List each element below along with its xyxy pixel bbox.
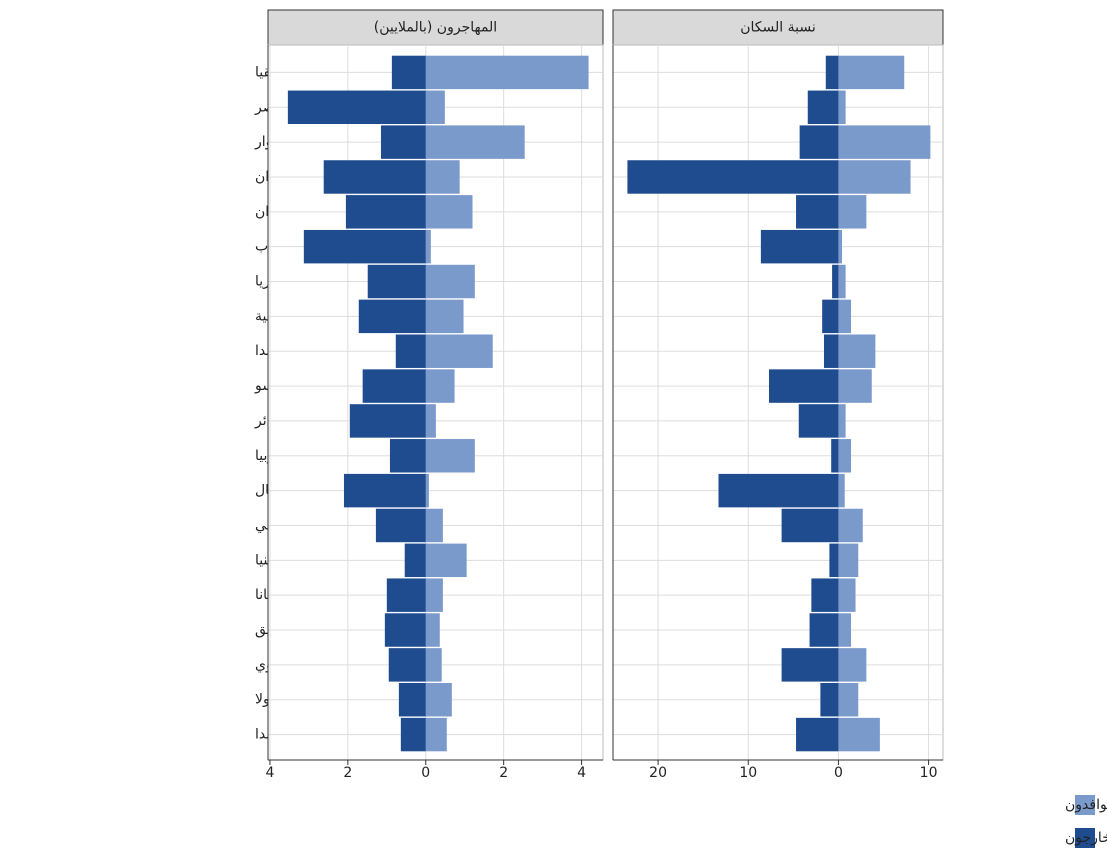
- legend-swatch: [1075, 795, 1095, 815]
- bar: [781, 648, 839, 682]
- panel-header: [267, 9, 604, 46]
- bar: [425, 578, 443, 612]
- bar: [425, 543, 467, 578]
- bar: [367, 264, 426, 299]
- bar: [425, 613, 440, 647]
- bar: [425, 404, 436, 438]
- x-tick-label: 4: [577, 765, 586, 781]
- panel-title: نسبة السكان: [740, 20, 816, 36]
- bar: [362, 369, 426, 403]
- bar: [404, 543, 426, 578]
- bar: [425, 682, 452, 717]
- bar: [425, 55, 589, 90]
- bar: [425, 125, 525, 159]
- bar: [386, 578, 426, 612]
- bar: [838, 473, 845, 508]
- bar: [425, 195, 473, 229]
- bar: [768, 369, 839, 403]
- bar: [303, 229, 426, 264]
- x-tick-label: 2: [343, 765, 352, 781]
- bar: [388, 648, 426, 682]
- bar: [627, 160, 839, 194]
- bar: [831, 439, 839, 473]
- bar: [343, 473, 426, 508]
- x-tick-label: 20: [649, 765, 667, 781]
- x-tick-label: 10: [920, 765, 938, 781]
- bar: [425, 717, 447, 752]
- bar: [822, 299, 839, 334]
- legend-swatch: [1075, 828, 1095, 848]
- x-tick-label: 10: [739, 765, 757, 781]
- bar: [838, 404, 846, 438]
- bar: [838, 648, 867, 682]
- bar: [820, 682, 839, 717]
- bar: [425, 508, 443, 543]
- panel-title: المهاجرون (بالملايين): [374, 20, 497, 36]
- bar: [358, 299, 426, 334]
- x-tick-label: 0: [834, 765, 843, 781]
- bar: [838, 229, 843, 264]
- bar: [425, 473, 429, 508]
- bar: [807, 90, 839, 125]
- bar: [838, 508, 863, 543]
- bar: [389, 439, 426, 473]
- bar: [718, 473, 839, 508]
- bar: [760, 229, 839, 264]
- bar: [781, 508, 839, 543]
- bar: [425, 264, 475, 299]
- legend-label: المهاجرون الخارجون: [1065, 830, 1107, 846]
- bar: [838, 90, 846, 125]
- bar: [838, 578, 856, 612]
- bar: [838, 125, 931, 159]
- bar: [838, 299, 852, 334]
- bar: [838, 334, 876, 368]
- bar: [811, 578, 839, 612]
- bar: [425, 334, 493, 368]
- bar: [425, 648, 442, 682]
- bar: [398, 682, 426, 717]
- bar: [838, 55, 905, 90]
- bar: [838, 682, 859, 717]
- x-tick-label: 4: [265, 765, 274, 781]
- bar: [796, 717, 839, 752]
- bar: [838, 717, 880, 752]
- bar: [425, 90, 445, 125]
- bar: [384, 613, 426, 647]
- bar: [809, 613, 839, 647]
- bar: [400, 717, 426, 752]
- bar: [798, 404, 839, 438]
- bar: [832, 264, 839, 299]
- bar: [796, 195, 839, 229]
- bar: [823, 334, 839, 368]
- x-tick-label: 0: [421, 765, 430, 781]
- bar: [838, 160, 911, 194]
- bar: [425, 299, 464, 334]
- bar: [838, 613, 852, 647]
- bar: [391, 55, 426, 90]
- bar: [375, 508, 426, 543]
- bar: [380, 125, 426, 159]
- bar: [425, 229, 431, 264]
- x-tick-label: 2: [499, 765, 508, 781]
- bar: [345, 195, 426, 229]
- bar: [425, 160, 460, 194]
- bar: [838, 369, 872, 403]
- bar: [395, 334, 426, 368]
- legend-label: المهاجرون الوافدون: [1065, 797, 1107, 813]
- bar: [829, 543, 839, 578]
- bar: [838, 264, 846, 299]
- bar: [838, 195, 867, 229]
- bar: [838, 439, 852, 473]
- panel-header: [612, 9, 944, 46]
- bar: [425, 439, 475, 473]
- bar: [838, 543, 859, 578]
- bar: [349, 404, 426, 438]
- bar: [799, 125, 839, 159]
- bar: [425, 369, 455, 403]
- bar: [825, 55, 839, 90]
- bar: [323, 160, 426, 194]
- bar: [287, 90, 426, 125]
